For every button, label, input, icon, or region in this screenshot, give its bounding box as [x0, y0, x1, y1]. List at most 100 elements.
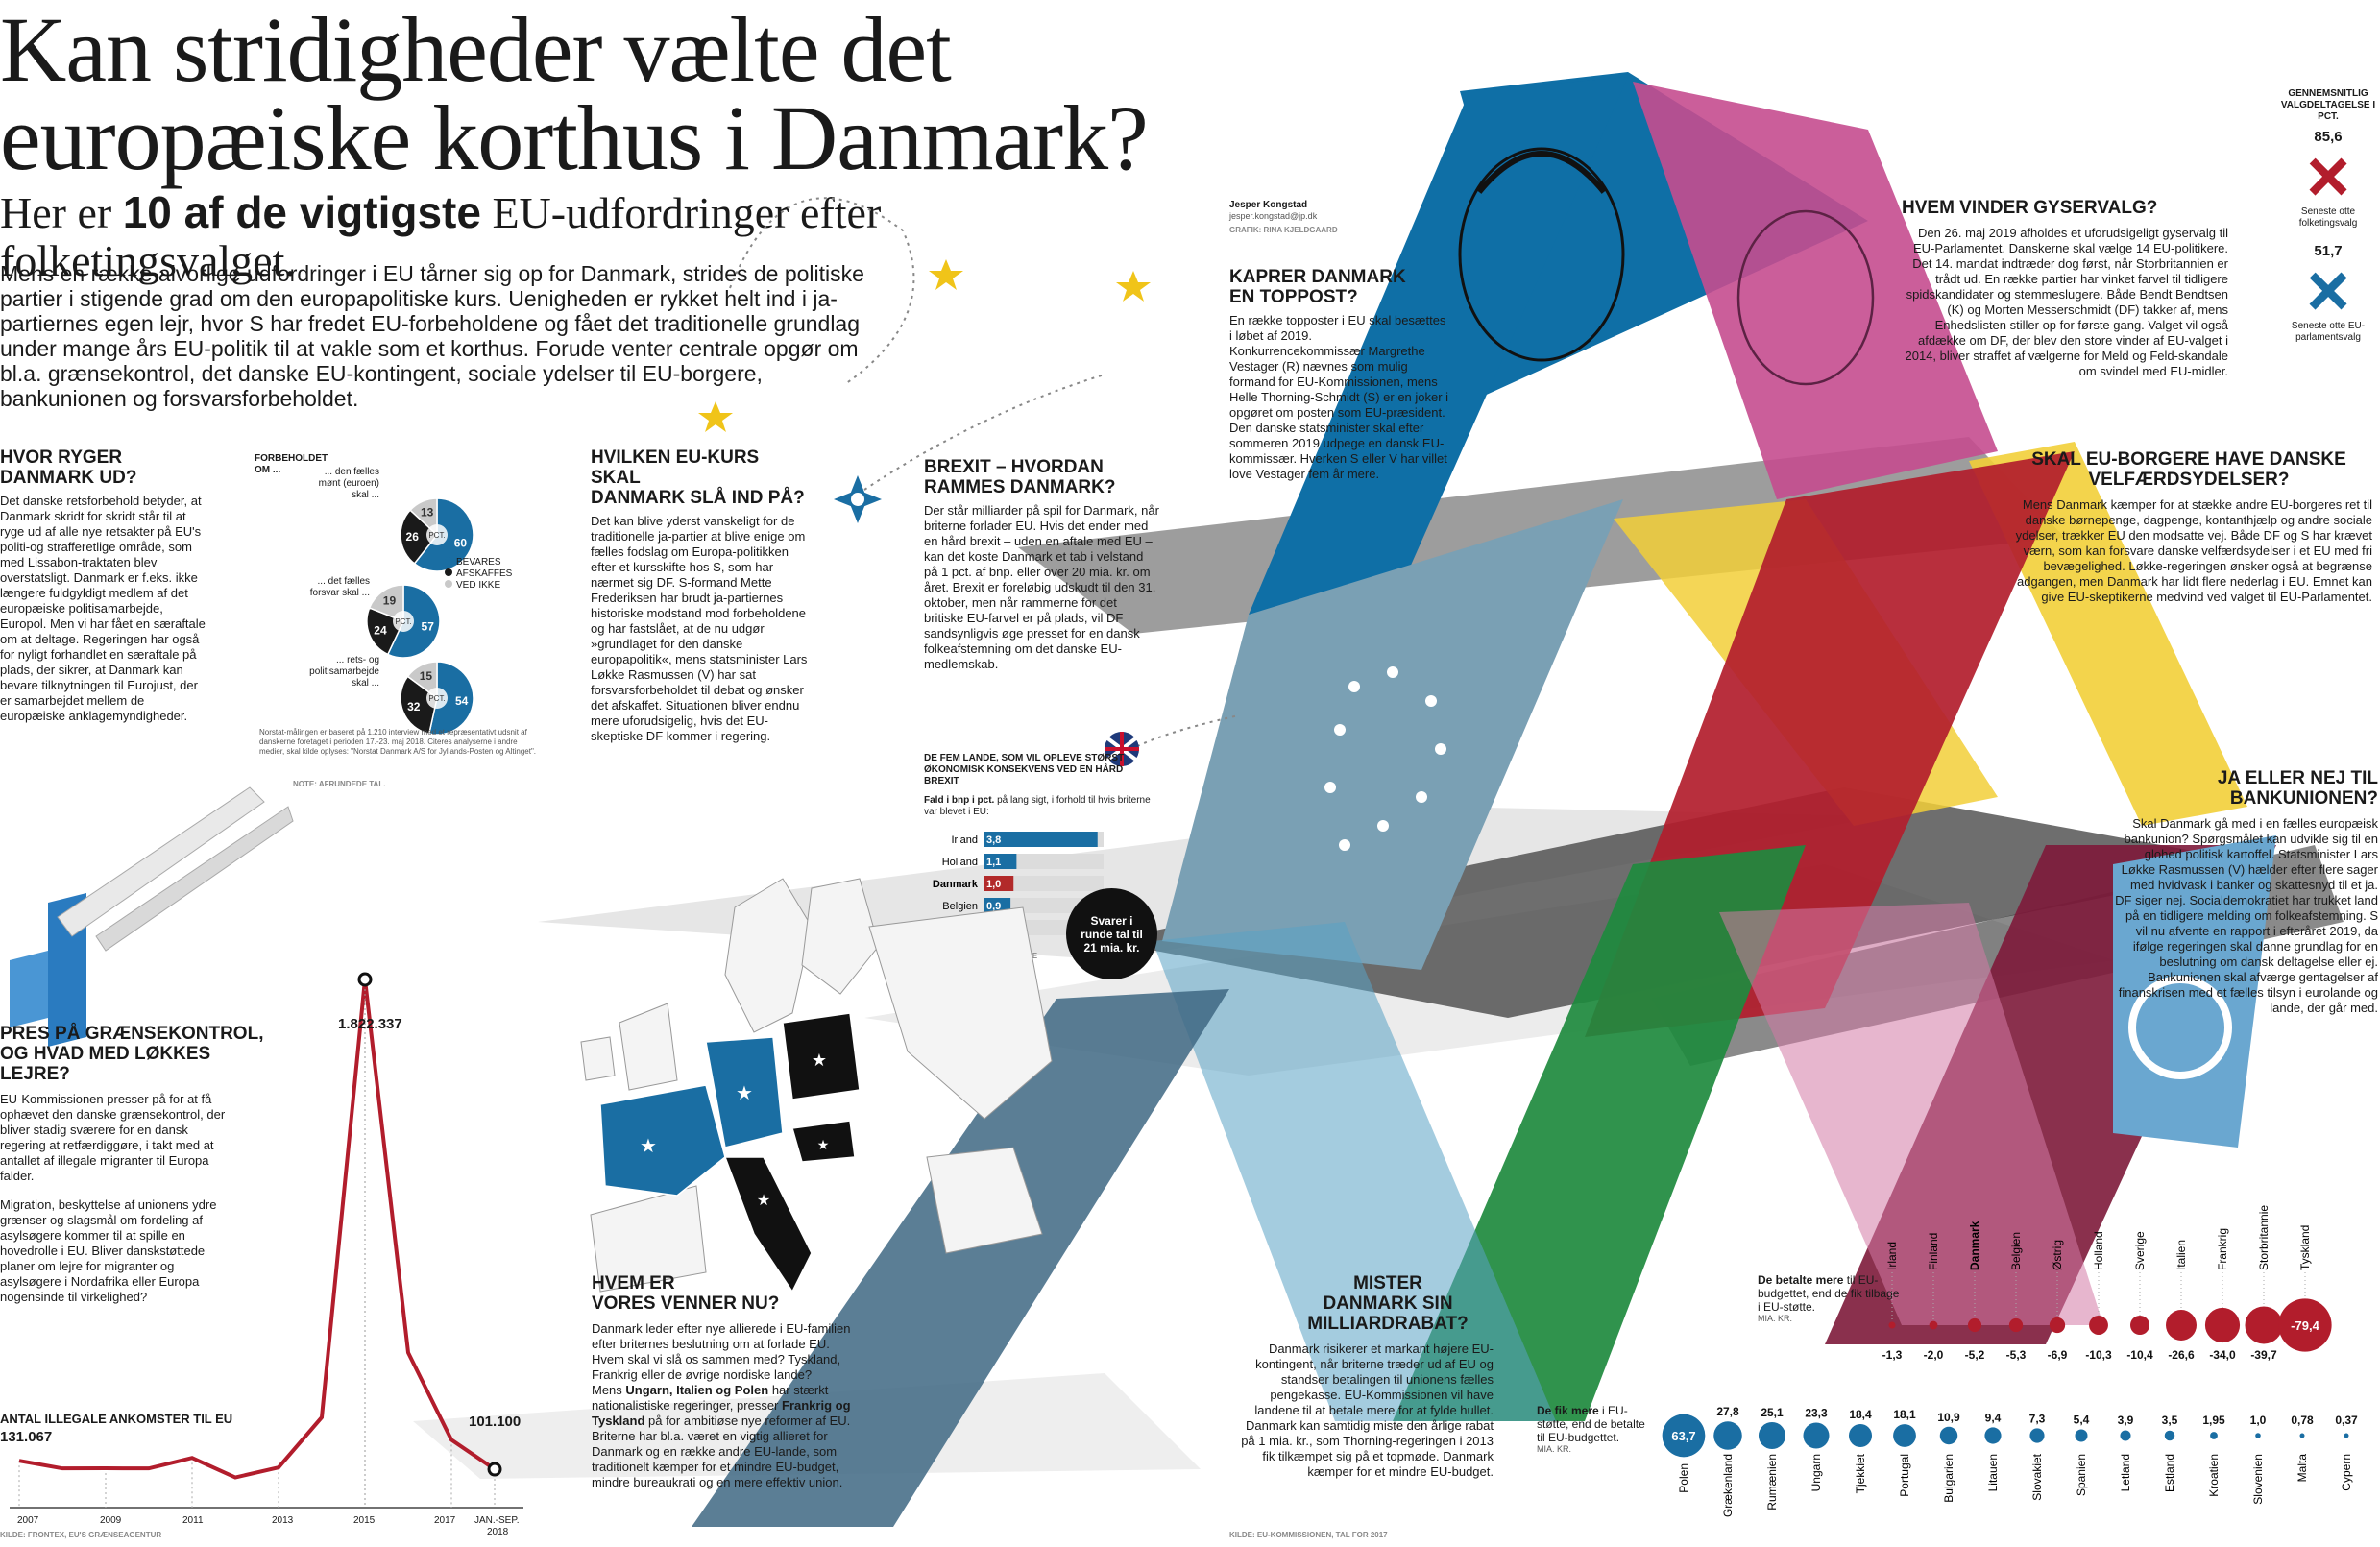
pie-rets: 54 32 15 PCT. — [400, 661, 474, 736]
venner-body-2c: har stærkt nationalistiske regeringer, p… — [592, 1383, 829, 1413]
brexit-chart-sub-bold: Fald i bnp i pct. — [924, 795, 995, 806]
section-venner-body-1: Danmark leder efter nye allierede i EU-f… — [592, 1321, 851, 1382]
betalte-value: -79,4 — [2291, 1318, 2319, 1333]
fik-value: 25,1 — [1761, 1406, 1784, 1419]
fik-bubble — [1939, 1426, 1958, 1445]
migration-xlabels: 2007 2009 2011 2013 2015 2017 JAN.-SEP. … — [0, 1515, 557, 1538]
venner-body-2a: Mens — [592, 1383, 626, 1397]
section-venner: HVEM ER VORES VENNER NU? Danmark leder e… — [592, 1273, 865, 1490]
valg-x-red-icon: × — [2306, 133, 2350, 218]
uk-flag-icon — [1105, 732, 1139, 766]
betalte-value: -6,9 — [2048, 1348, 2068, 1362]
byline-graphic: GRAFIK: RINA KJELDGAARD — [1229, 226, 1338, 234]
section-ydelser-body: Mens Danmark kæmper for at stække andre … — [2015, 497, 2372, 604]
betalte-svg: Irland -1,3 Finland -2,0 Danmark -5,2 Belgien -… — [1882, 1198, 2332, 1362]
fik-value: 0,78 — [2291, 1414, 2314, 1427]
venner-body-2e: på for ambitiøse nye reformer af EU. Bri… — [592, 1414, 851, 1489]
map-germany — [705, 1036, 784, 1148]
migration-peak-dot — [357, 972, 373, 987]
migration-chart — [10, 972, 523, 1509]
fik-country: Grækenland — [1721, 1454, 1735, 1517]
fik-chart: 63,7 Polen 27,8 Grækenland 25,1 Rumænien 23,3 U… — [1660, 1394, 2380, 1542]
map-east — [868, 906, 1053, 1120]
map-finland — [801, 878, 880, 995]
section-ryger-body: Det danske retsforbehold betyder, at Dan… — [0, 494, 206, 723]
map-france — [599, 1084, 726, 1197]
subtitle: Her er 10 af de vigtigste EU-udfordringe… — [0, 188, 1172, 285]
valg-x-blue-icon: × — [2306, 248, 2350, 332]
map-ireland — [580, 1036, 616, 1081]
betalte-bubble — [2245, 1306, 2283, 1344]
fik-country: Slovenien — [2251, 1454, 2265, 1505]
fik-value: 9,4 — [1985, 1411, 2002, 1424]
map-balkans-east — [926, 1147, 1043, 1254]
map-uk — [619, 1003, 678, 1091]
betalte-country: Østrig — [2051, 1240, 2064, 1270]
betalte-bubble — [2089, 1316, 2108, 1335]
migration-peak-label: 1.822.337 — [338, 1016, 402, 1032]
brexit-bar-label: Danmark — [933, 879, 979, 890]
fik-value: 10,9 — [1937, 1411, 1960, 1424]
section-ydelser-title-2: VELFÆRDSYDELSER? — [2088, 470, 2290, 490]
svg-text:★: ★ — [736, 1083, 753, 1104]
title-line-2: europæiske korthus i Danmark? — [0, 86, 1149, 189]
svg-text:★: ★ — [640, 1136, 657, 1157]
eu-stars — [1324, 666, 1446, 851]
map-iberia — [590, 1185, 707, 1293]
fik-bubble — [2120, 1430, 2131, 1441]
section-ydelser: SKAL EU-BORGERE HAVE DANSKE VELFÆRDSYDEL… — [1998, 449, 2380, 605]
card-green — [1393, 845, 1806, 1421]
betalte-bubble — [1929, 1320, 1938, 1330]
compass-icon — [834, 475, 882, 523]
pie-slice-ved_ikke — [368, 584, 404, 623]
brexit-bubble: Svarer i runde tal til 21 mia. kr. — [1066, 888, 1157, 979]
pie-value-bevares: 54 — [455, 694, 469, 708]
map-poland — [782, 1012, 861, 1100]
svg-text:★: ★ — [757, 1193, 770, 1209]
section-graense: PRES PÅ GRÆNSEKONTROL, OG HVAD MED LØKKE… — [0, 1024, 264, 1305]
main-title: Kan stridigheder vælte det europæiske ko… — [0, 4, 1153, 189]
fik-bubble — [2299, 1433, 2305, 1438]
brexit-bar-value: 1,0 — [986, 879, 1001, 890]
betalte-bold: De betalte mere — [1758, 1273, 1844, 1287]
fik-bold: De fik mere — [1537, 1404, 1599, 1417]
section-ryger: HVOR RYGER DANMARK UD? Det danske retsfo… — [0, 447, 206, 724]
section-brexit: BREXIT – HVORDAN RAMMES DANMARK? Der stå… — [924, 457, 1159, 672]
pie-value-bevares: 60 — [454, 536, 468, 549]
fik-country: Portugal — [1898, 1454, 1911, 1497]
venner-body-2b: Ungarn, Italien og Polen — [625, 1383, 769, 1397]
fik-bubble — [2029, 1428, 2045, 1443]
betalte-bubble — [2049, 1317, 2066, 1334]
valgdeltagelse-v1: 85,6 — [2314, 129, 2343, 145]
section-rabat-title: MISTER DANMARK SIN MILLIARDRABAT? — [1273, 1273, 1503, 1334]
forbehold-label-2: ... det fælles forsvar skal ... — [309, 576, 370, 598]
betalte-label: De betalte mere til EU-budgettet, end de… — [1758, 1273, 1902, 1324]
fik-country: Slovakiet — [2030, 1453, 2044, 1500]
section-rabat-title-3: MILLIARDRABAT? — [1307, 1314, 1469, 1334]
fik-value: 27,8 — [1716, 1405, 1739, 1418]
subtitle-post: EU-udfordringer efter folketingsvalget. — [0, 188, 882, 285]
fik-text: De fik mere i EU-støtte, end de betalte … — [1537, 1404, 1652, 1444]
section-graense-body-1: EU-Kommissionen presser på for at få oph… — [0, 1092, 226, 1183]
section-venner-body-2: Mens Ungarn, Italien og Polen har stærkt… — [592, 1383, 865, 1490]
betalte-bubble — [1888, 1321, 1896, 1329]
section-rabat-title-2: DANMARK SIN — [1323, 1293, 1453, 1314]
section-brexit-title-1: BREXIT – HVORDAN — [924, 457, 1104, 477]
betalte-rest: til EU-budgettet, end de fik tilbage i E… — [1758, 1273, 1900, 1314]
section-venner-title: HVEM ER VORES VENNER NU? — [592, 1273, 865, 1314]
fik-value: 63,7 — [1671, 1429, 1695, 1443]
pie-value-bevares: 57 — [422, 620, 435, 634]
betalte-bubble — [2130, 1316, 2149, 1335]
section-toppost-title-1: KAPRER DANMARK — [1229, 267, 1406, 287]
fik-country: Spanien — [2075, 1454, 2088, 1496]
section-gyser-body: Den 26. maj 2019 afholdes et uforudsigel… — [1905, 226, 2229, 378]
pie-slice-ved_ikke — [406, 661, 438, 700]
legend-bevares-label: BEVARES — [456, 557, 501, 568]
fik-value: 3,5 — [2162, 1414, 2178, 1427]
betalte-value: -5,3 — [2006, 1348, 2027, 1362]
card-eu-flag — [1162, 499, 1623, 970]
forbehold-label-3: ... rets- og politisamarbejde skal ... — [309, 655, 379, 689]
